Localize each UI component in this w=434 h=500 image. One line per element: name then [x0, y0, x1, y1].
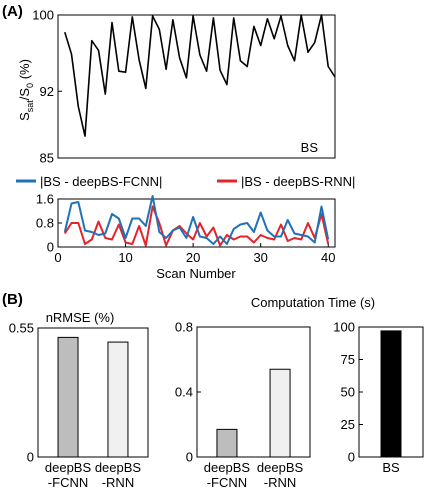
bs-y-axis-label: Ssat/S0 (%): [17, 59, 35, 121]
time-deep-y-ticks: 0 0.4 0.8: [175, 320, 201, 465]
b2-category-label: -FCNN: [207, 475, 247, 490]
b1-bar: [57, 336, 79, 458]
b2-ytick-label: 0.8: [175, 320, 193, 335]
difference-ytick-label: 0: [47, 240, 54, 255]
nrmse-plot-frame: [37, 327, 149, 458]
b1-ytick-label: 0: [27, 450, 34, 465]
time-deep-plot-frame: [196, 326, 311, 458]
bs-series: [64, 14, 336, 137]
b2-bar: [216, 428, 238, 458]
panel-label-b: (B): [2, 291, 23, 308]
difference-xtick-label: 10: [118, 250, 132, 265]
b3-bar: [380, 330, 402, 458]
b1-category-label: -RNN: [102, 475, 135, 490]
b2-category-label: deepBS: [257, 460, 304, 475]
time-deep-bars: [216, 368, 291, 458]
time-bs-y-ticks: 0 25 50 75 100: [333, 320, 363, 465]
difference-xtick-label: 20: [186, 250, 200, 265]
bs-y-ticks: 85 92 100: [32, 8, 62, 166]
bs-series-line: [64, 14, 336, 137]
bs-ytick-label: 85: [40, 151, 54, 166]
b2-category-label: deepBS: [204, 460, 251, 475]
computation-time-deep-chart: Computation Time (s) 00.40.8 deepBS-FCNN…: [175, 295, 375, 490]
difference-ytick-label: 0.8: [36, 216, 54, 231]
b3-category-label: BS: [382, 460, 400, 475]
difference-xtick-label: 30: [253, 250, 267, 265]
b2-ytick-label: 0.4: [175, 385, 193, 400]
b2-bar: [269, 368, 291, 458]
difference-xtick-label: 40: [321, 250, 335, 265]
difference-line-chart: 0 0.8 1.6 0 10 20 30 40 Scan Number: [36, 192, 336, 281]
b3-ytick-label: 75: [341, 352, 355, 367]
b1-category-label: deepBS: [45, 460, 92, 475]
computation-time-title: Computation Time (s): [251, 295, 375, 310]
b1-category-label: deepBS: [95, 460, 142, 475]
nrmse-bars: [57, 336, 129, 458]
b1-category-label: -FCNN: [48, 475, 88, 490]
bs-ytick-label: 100: [32, 8, 54, 23]
b1-ytick-label: 0.55: [9, 321, 34, 336]
bs-annotation: BS: [301, 140, 319, 155]
b3-ytick-label: 25: [341, 417, 355, 432]
difference-series: [63, 195, 330, 247]
difference-x-axis-label: Scan Number: [156, 266, 236, 281]
b3-ytick-label: 50: [341, 385, 355, 400]
legend-label-rnn: |BS - deepBS-RNN|: [241, 174, 355, 189]
time-bs-x-labels: BS: [382, 460, 400, 475]
b3-ytick-label: 0: [348, 450, 355, 465]
b3-ytick-label: 100: [333, 320, 355, 335]
difference-x-ticks: 0 10 20 30 40: [54, 243, 335, 265]
time-bs-bars: [380, 330, 402, 458]
difference-legend: |BS - deepBS-FCNN| |BS - deepBS-RNN|: [16, 174, 355, 189]
b2-category-label: -RNN: [264, 475, 297, 490]
bs-plot-frame: [57, 14, 336, 159]
nrmse-y-ticks: 00.55: [9, 321, 42, 465]
difference-xtick-label: 0: [54, 250, 61, 265]
legend-label-fcnn: |BS - deepBS-FCNN|: [40, 174, 162, 189]
bs-ytick-label: 92: [40, 84, 54, 99]
computation-time-bs-chart: 0 25 50 75 100 BS: [333, 320, 424, 475]
nrmse-title: nRMSE (%): [46, 310, 115, 325]
b1-bar: [107, 341, 129, 458]
fcnn-difference-line: [63, 195, 330, 245]
difference-ytick-label: 1.6: [36, 192, 54, 207]
rnn-difference-line: [63, 205, 330, 247]
panel-label-a: (A): [2, 3, 23, 20]
difference-y-ticks: 0 0.8 1.6: [36, 192, 62, 255]
bs-line-chart: 85 92 100 Ssat/S0 (%) BS: [17, 8, 336, 166]
b2-ytick-label: 0: [186, 450, 193, 465]
